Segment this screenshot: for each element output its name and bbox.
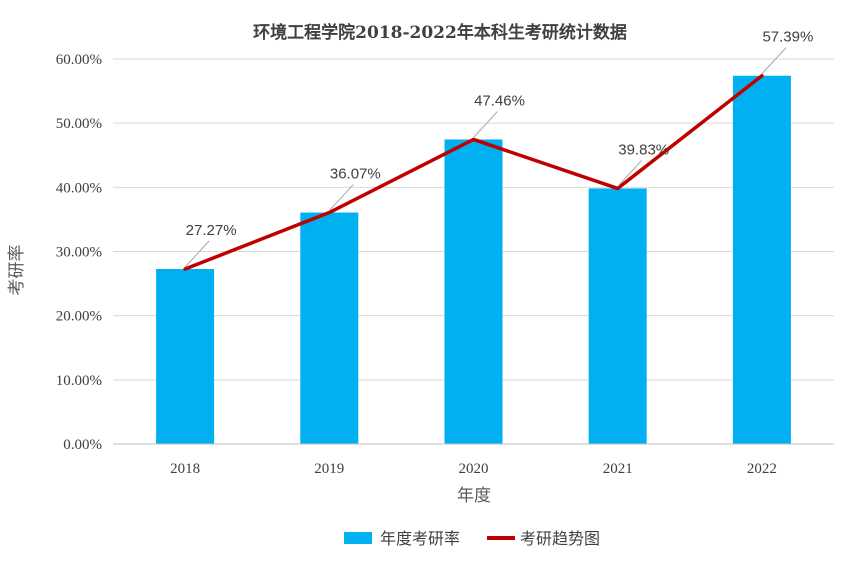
data-labels: 27.27% 36.07% 47.46% 39.83% 57.39% xyxy=(184,29,813,268)
legend: 年度考研率 考研趋势图 xyxy=(344,529,600,548)
y-tick-label: 50.00% xyxy=(56,116,102,132)
data-label: 36.07% xyxy=(330,166,381,183)
x-tick-label: 2021 xyxy=(603,461,633,477)
bar xyxy=(732,75,791,444)
y-tick-label: 10.00% xyxy=(56,373,102,389)
data-label-leader xyxy=(328,184,354,211)
data-label: 27.27% xyxy=(186,222,237,239)
data-label-leader xyxy=(473,111,498,138)
y-tick-label: 60.00% xyxy=(56,52,102,68)
x-axis-ticks: 2018 2019 2020 2021 2022 xyxy=(170,461,777,477)
bar xyxy=(300,212,359,444)
bar xyxy=(588,188,647,444)
data-label: 39.83% xyxy=(618,141,669,158)
x-tick-label: 2022 xyxy=(747,461,777,477)
x-tick-label: 2020 xyxy=(459,461,489,477)
y-tick-label: 40.00% xyxy=(56,180,102,196)
x-tick-label: 2018 xyxy=(170,461,200,477)
chart-title: 环境工程学院2018-2022年本科生考研统计数据 xyxy=(253,22,627,43)
x-tick-label: 2019 xyxy=(314,461,344,477)
bar xyxy=(444,139,503,444)
data-label: 57.39% xyxy=(762,29,813,46)
y-axis-title: 考研率 xyxy=(7,245,27,296)
legend-swatch-bar xyxy=(344,532,372,544)
bar xyxy=(156,269,215,444)
data-label-leader xyxy=(617,160,643,187)
x-axis-title: 年度 xyxy=(457,486,491,506)
y-tick-label: 20.00% xyxy=(56,309,102,325)
y-tick-label: 30.00% xyxy=(56,245,102,261)
legend-label-bar: 年度考研率 xyxy=(380,529,460,548)
y-axis-ticks: 0.00% 10.00% 20.00% 30.00% 40.00% 50.00% 60.00… xyxy=(56,52,102,453)
bars xyxy=(156,75,791,444)
y-tick-label: 0.00% xyxy=(63,437,102,453)
data-label-leader xyxy=(761,47,787,75)
trend-line xyxy=(183,73,764,271)
data-label-leader xyxy=(184,240,210,268)
data-label: 47.46% xyxy=(474,92,525,109)
trend-line-group xyxy=(183,73,764,271)
legend-label-line: 考研趋势图 xyxy=(520,529,600,548)
